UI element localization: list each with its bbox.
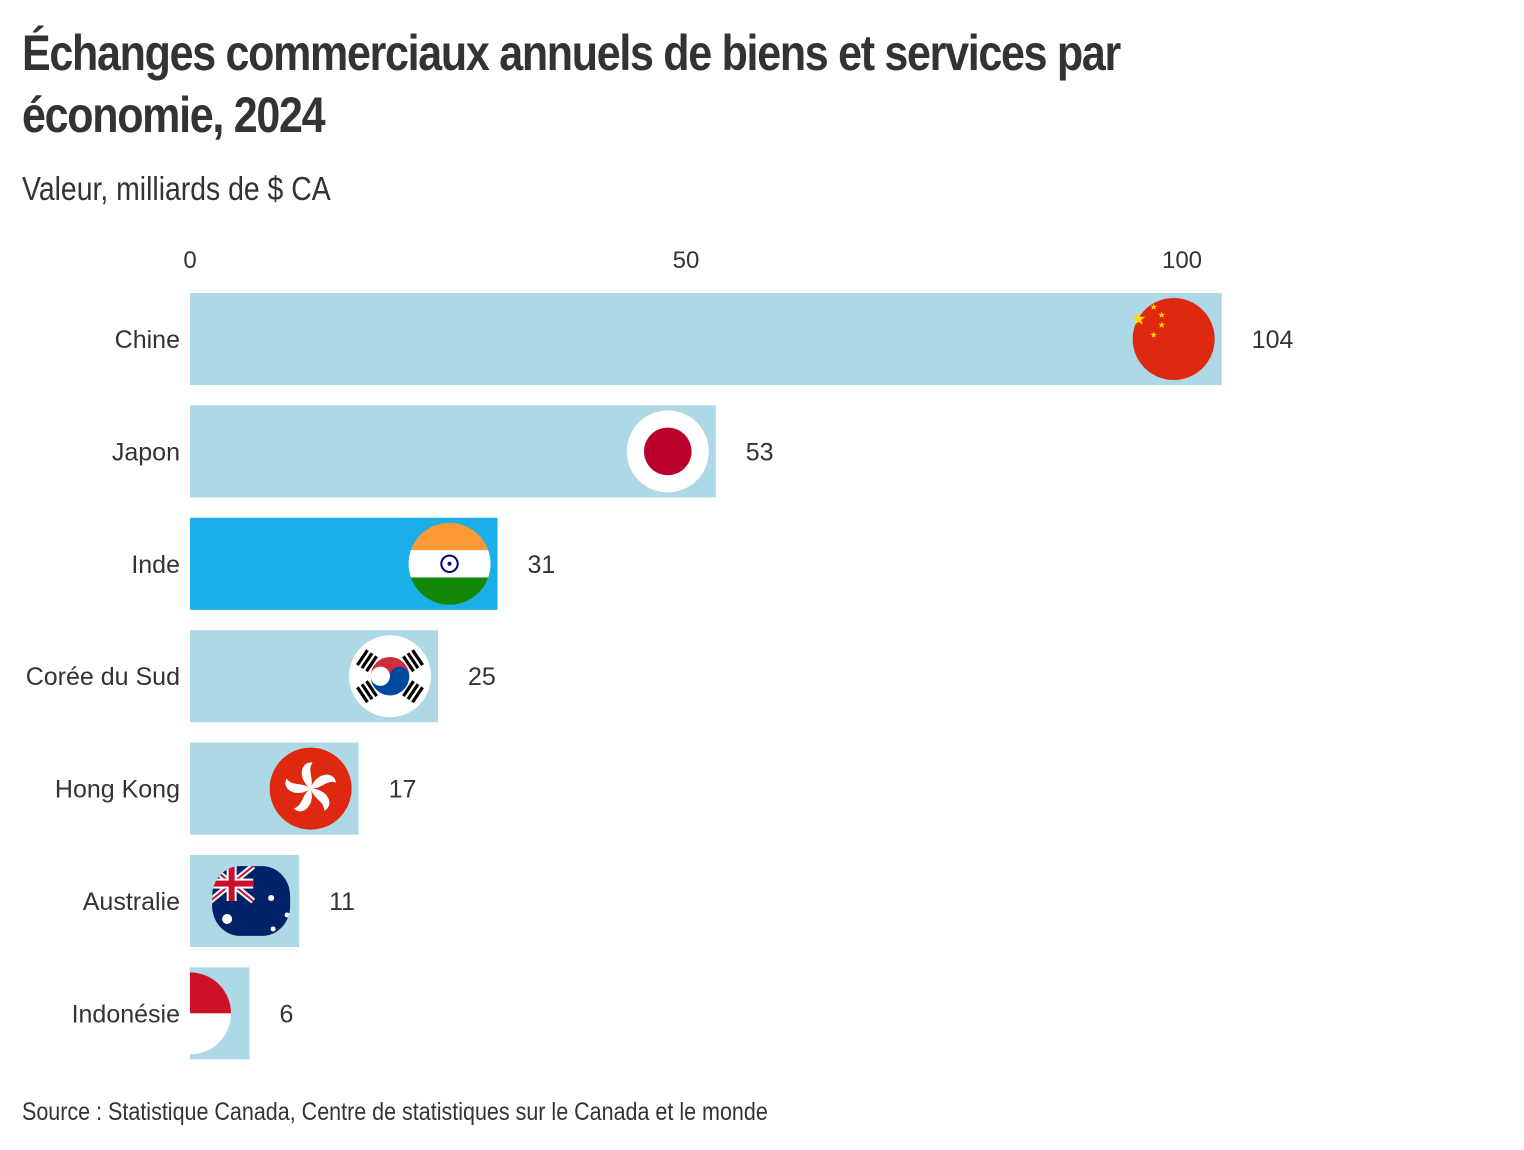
chart-subtitle: Valeur, milliards de $ CA bbox=[22, 170, 331, 207]
data-label: 25 bbox=[468, 663, 496, 691]
chart-title: Échanges commerciaux annuels de biens et… bbox=[22, 25, 1121, 143]
bar-row: Hong Kong 17 bbox=[55, 742, 417, 835]
bar-row: Corée du Sud 25 bbox=[26, 630, 496, 723]
category-label: Corée du Sud bbox=[26, 663, 180, 691]
category-label: Hong Kong bbox=[55, 776, 180, 804]
category-label: Japon bbox=[112, 438, 180, 466]
data-label: 31 bbox=[528, 551, 556, 579]
bar-row: Chine 104 bbox=[115, 293, 1294, 385]
x-axis: 0 50 100 bbox=[183, 247, 1202, 274]
category-label: Indonésie bbox=[72, 1000, 180, 1028]
china-flag-icon bbox=[1132, 298, 1215, 380]
category-label: Chine bbox=[115, 326, 180, 354]
japan-flag-icon bbox=[626, 410, 709, 493]
bar-row: Indonésie 6 bbox=[72, 967, 294, 1060]
category-label: Inde bbox=[131, 551, 180, 579]
india-flag-icon bbox=[408, 522, 491, 605]
data-label: 17 bbox=[389, 776, 417, 804]
indonesia-flag-icon bbox=[190, 972, 231, 1055]
category-label: Australie bbox=[83, 888, 180, 916]
hong-kong-flag-icon bbox=[269, 747, 352, 830]
source-note: Source : Statistique Canada, Centre de s… bbox=[22, 1098, 768, 1126]
bar-chart: 0 50 100 Chine 104 Japon 53 Inde 31 Corée du Sud… bbox=[26, 247, 1294, 1060]
data-label: 104 bbox=[1252, 326, 1294, 354]
data-label: 11 bbox=[329, 888, 355, 916]
bar[interactable] bbox=[190, 293, 1222, 385]
bar-row: Australie 11 bbox=[83, 855, 355, 947]
x-tick-label: 50 bbox=[673, 247, 700, 274]
bars-group: Chine 104 Japon 53 Inde 31 Corée du Sud 25 Hong … bbox=[26, 293, 1294, 1060]
bar-row: Inde 31 bbox=[131, 517, 556, 610]
bar-row: Japon 53 bbox=[112, 405, 774, 498]
south-korea-flag-icon bbox=[349, 635, 431, 718]
data-label: 53 bbox=[746, 438, 774, 466]
x-tick-label: 100 bbox=[1162, 247, 1202, 274]
data-label: 6 bbox=[280, 1000, 294, 1028]
x-tick-label: 0 bbox=[183, 247, 196, 274]
